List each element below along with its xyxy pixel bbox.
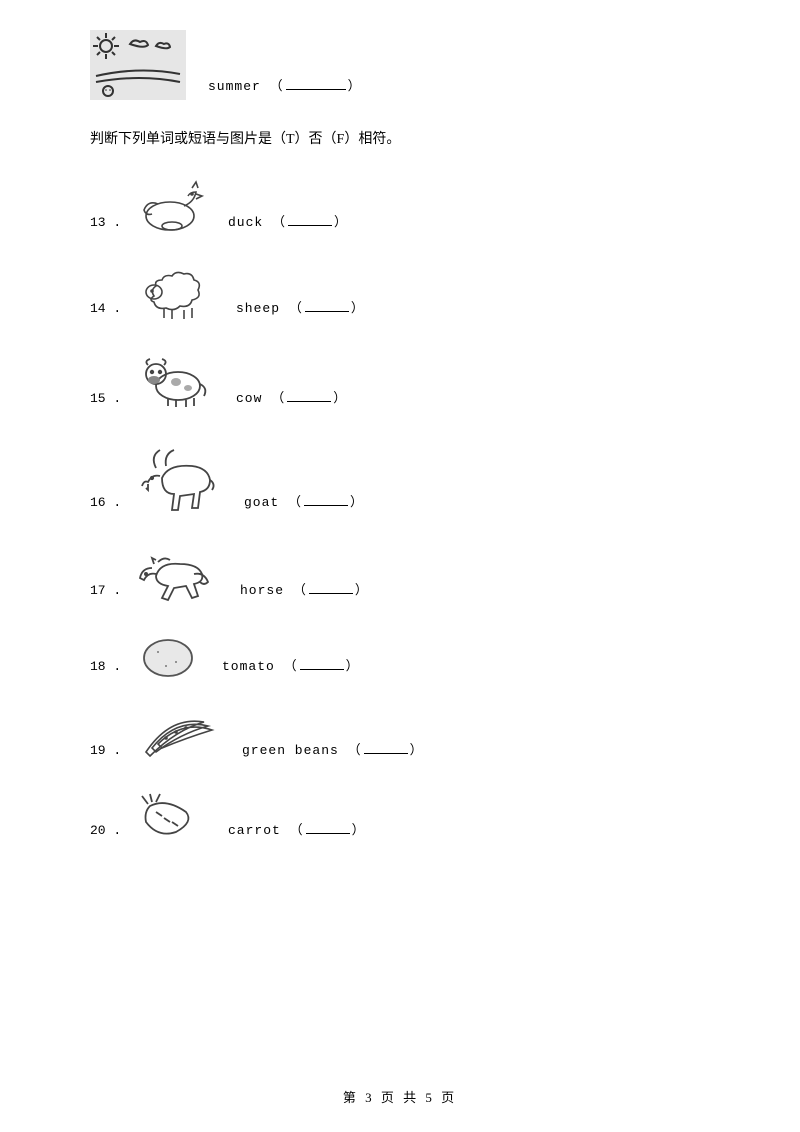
hen-image xyxy=(136,174,206,236)
question-text: goat （） xyxy=(244,491,364,516)
word: carrot xyxy=(228,823,281,838)
potato-image xyxy=(136,632,200,680)
question-text: sheep （） xyxy=(236,297,365,322)
question-number: 19 . xyxy=(90,743,126,764)
cow-image xyxy=(136,350,214,412)
answer-blank[interactable] xyxy=(300,659,344,670)
horse-image xyxy=(136,544,218,604)
answer-blank[interactable] xyxy=(287,391,331,402)
question-number: 15 . xyxy=(90,391,126,412)
page-footer: 第 3 页 共 5 页 xyxy=(0,1087,800,1106)
question-text: summer （） xyxy=(208,75,362,100)
answer-blank[interactable] xyxy=(306,823,350,834)
word: duck xyxy=(228,215,263,230)
question-row: 13 . duck （） xyxy=(90,174,710,236)
answer-blank[interactable] xyxy=(364,743,408,754)
word: tomato xyxy=(222,659,275,674)
question-number: 17 . xyxy=(90,583,126,604)
question-row: 18 . tomato （） xyxy=(90,632,710,680)
goat-image xyxy=(136,440,222,516)
carrot-image xyxy=(136,792,206,844)
question-row: 16 . goat （） xyxy=(90,440,710,516)
question-number: 16 . xyxy=(90,495,126,516)
green-beans-image xyxy=(136,708,220,764)
word: sheep xyxy=(236,301,280,316)
instruction-text: 判断下列单词或短语与图片是（T）否（F）相符。 xyxy=(90,128,710,148)
answer-blank[interactable] xyxy=(304,495,348,506)
question-number: 18 . xyxy=(90,659,126,680)
question-row: 15 . xyxy=(90,350,710,412)
answer-blank[interactable] xyxy=(288,215,332,226)
word: green beans xyxy=(242,743,339,758)
question-number: 13 . xyxy=(90,215,126,236)
question-text: tomato （） xyxy=(222,655,360,680)
sheep-image xyxy=(136,264,214,322)
word: cow xyxy=(236,391,262,406)
answer-blank[interactable] xyxy=(286,79,346,90)
question-number: 20 . xyxy=(90,823,126,844)
question-text: duck （） xyxy=(228,211,348,236)
question-row: 20 . carrot （） xyxy=(90,792,710,844)
question-row: 19 . green beans （） xyxy=(90,708,710,764)
question-text: carrot （） xyxy=(228,819,366,844)
question-row: 17 . horse （） xyxy=(90,544,710,604)
word: goat xyxy=(244,495,279,510)
answer-blank[interactable] xyxy=(305,301,349,312)
answer-blank[interactable] xyxy=(309,583,353,594)
word: summer xyxy=(208,79,261,94)
question-row: 14 . sheep （） xyxy=(90,264,710,322)
word: horse xyxy=(240,583,284,598)
question-text: horse （） xyxy=(240,579,369,604)
summer-image xyxy=(90,30,186,100)
question-text: green beans （） xyxy=(242,739,424,764)
question-text: cow （） xyxy=(236,387,347,412)
question-row-summer: summer （） xyxy=(90,30,710,100)
question-number: 14 . xyxy=(90,301,126,322)
